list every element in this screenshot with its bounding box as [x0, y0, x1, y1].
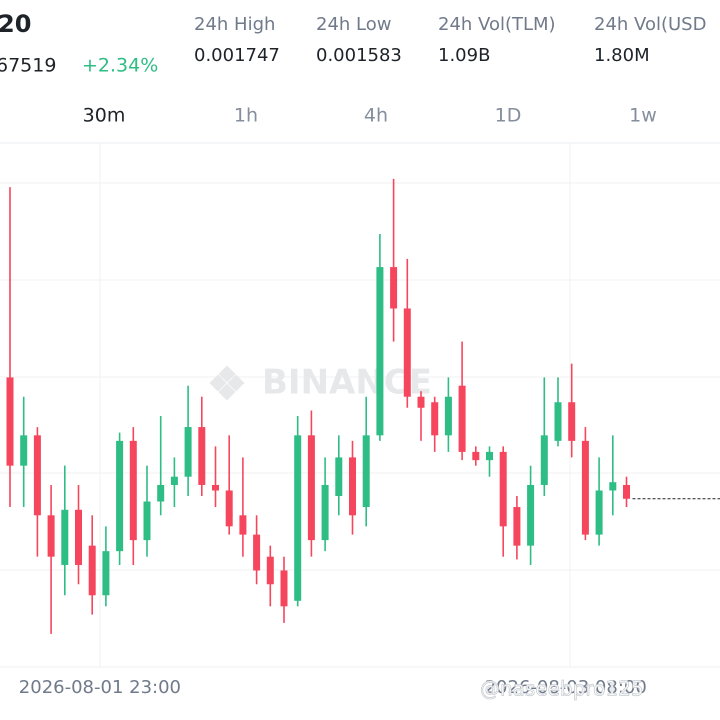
candle-body	[280, 570, 288, 607]
candle-body	[184, 427, 192, 477]
stat-label: 24h Vol(TLM)	[438, 14, 556, 35]
candle-body	[513, 507, 521, 546]
stat-label: 24h High	[194, 14, 275, 35]
candle-body	[458, 385, 466, 452]
candle-body	[75, 509, 82, 565]
watermark: BINANCE	[262, 363, 432, 403]
candle-body	[198, 427, 206, 485]
candle-body	[362, 435, 370, 508]
stat-label: 24h Low	[316, 14, 391, 35]
candle-body	[431, 402, 439, 436]
candle-body	[540, 435, 548, 485]
candle-body	[116, 440, 124, 552]
candle-body	[307, 435, 315, 541]
candle-body	[554, 402, 562, 441]
candle-body	[581, 440, 589, 535]
candle-body	[266, 556, 274, 585]
candle-body	[444, 396, 452, 436]
interval-tab[interactable]: 1w	[629, 105, 657, 127]
candle-body	[568, 402, 576, 441]
candle-body	[61, 509, 69, 565]
candle-body	[6, 377, 14, 466]
candle-body	[376, 267, 384, 436]
interval-tab[interactable]: 30m	[83, 105, 126, 127]
interval-tab[interactable]: 4h	[364, 105, 388, 127]
candle-body	[472, 451, 480, 461]
stat-value: 0.001583	[316, 45, 402, 66]
stat-value: 1.09B	[438, 45, 490, 66]
candle-body	[486, 451, 493, 461]
candle-body	[33, 435, 41, 516]
candle-body	[321, 484, 329, 541]
candle-body	[294, 435, 302, 601]
x-tick-label: 2026-08-03 08:00	[485, 677, 647, 698]
change: +2.34%	[82, 55, 158, 77]
interval-tab[interactable]: 1h	[234, 105, 258, 127]
candle-body	[527, 484, 535, 546]
interval-tab[interactable]: 1D	[495, 105, 522, 127]
candle-body	[623, 484, 630, 499]
watermark-logo	[209, 365, 245, 401]
candle-body	[225, 490, 233, 527]
candle-body	[595, 490, 603, 535]
price-fiat: 67519	[0, 55, 56, 77]
x-tick-label: 2026-08-01 23:00	[19, 677, 181, 698]
stat-value: 1.80M	[594, 45, 650, 66]
candle-body	[129, 440, 137, 541]
candle-body	[609, 482, 617, 491]
candle-body	[349, 457, 356, 516]
candle-body	[170, 476, 178, 485]
candle-body	[47, 515, 55, 557]
candle-body	[335, 457, 343, 497]
candle-body	[499, 451, 507, 527]
candle-body	[417, 396, 425, 408]
candle-body	[102, 551, 110, 596]
price: 20	[0, 10, 31, 38]
candle-body	[88, 545, 96, 596]
candle-body	[403, 308, 411, 397]
user-watermark: @naseebpro125	[480, 677, 644, 701]
candle-body	[143, 501, 151, 541]
stat-label: 24h Vol(USD	[594, 14, 706, 35]
candle-body	[390, 267, 398, 309]
candle-body	[20, 435, 28, 466]
candle-body	[157, 484, 165, 502]
candle-body	[239, 515, 247, 535]
stat-value: 0.001747	[194, 45, 280, 66]
candle-body	[253, 534, 261, 571]
candle-body	[212, 484, 219, 491]
